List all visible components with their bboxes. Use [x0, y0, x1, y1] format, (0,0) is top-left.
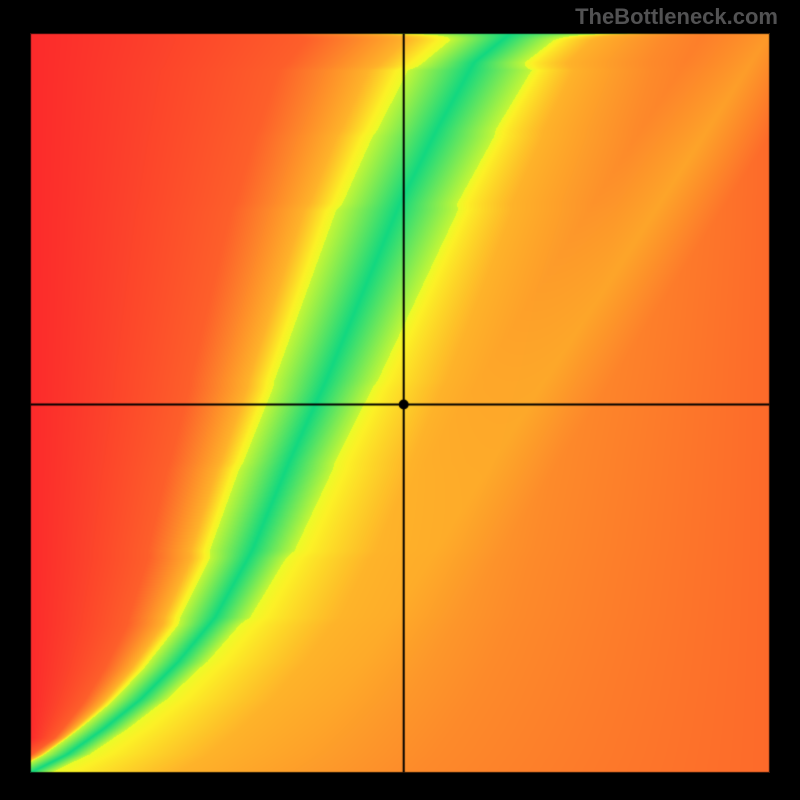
- crosshair-overlay: [0, 0, 800, 800]
- source-watermark: TheBottleneck.com: [575, 4, 778, 30]
- chart-container: TheBottleneck.com: [0, 0, 800, 800]
